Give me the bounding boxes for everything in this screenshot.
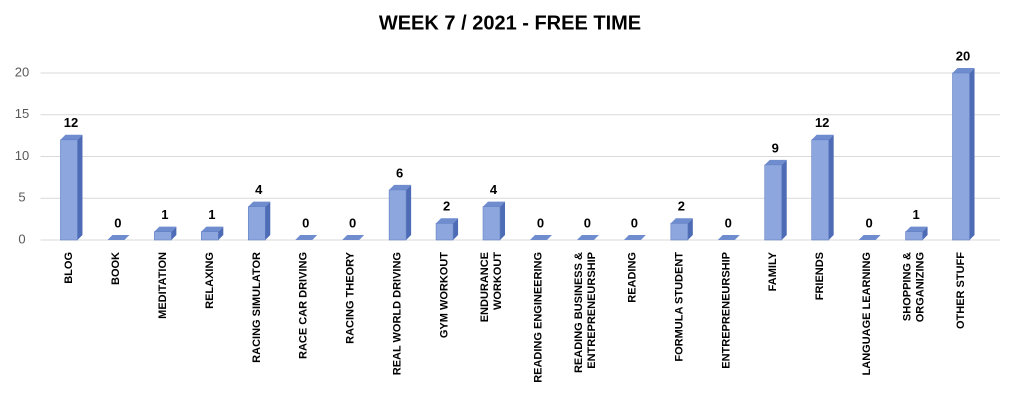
y-tick-label: 15 — [15, 106, 29, 121]
bar-top — [717, 235, 740, 240]
x-tick-label: RACING THEORY — [345, 251, 357, 344]
value-label: 9 — [772, 140, 779, 155]
bar-side — [171, 226, 177, 240]
y-tick-label: 20 — [15, 64, 29, 79]
bar-side — [500, 201, 506, 240]
x-tick-label: ENDURANCEWORKOUT — [479, 252, 504, 323]
x-tick-label: OTHER STUFF — [955, 252, 967, 329]
x-tick-label: GYM WORKOUT — [438, 252, 450, 338]
x-tick-label: READING BUSINESS &ENTREPRENEURSHIP — [573, 252, 598, 373]
bar-top — [436, 218, 459, 224]
bar-side — [77, 134, 83, 240]
value-label: 2 — [678, 199, 685, 214]
bar-side — [406, 184, 412, 240]
x-tick-label: READING ENGINEERING — [532, 252, 544, 383]
chart-title: WEEK 7 / 2021 - FREE TIME — [379, 12, 641, 34]
value-label: 0 — [866, 215, 873, 230]
bar — [60, 139, 78, 241]
bar-top — [248, 201, 271, 207]
bar-side — [922, 226, 928, 240]
bar-top — [623, 235, 646, 240]
bar-top — [764, 159, 787, 165]
bar-top — [529, 235, 552, 240]
x-tick-label: READING — [626, 252, 638, 303]
bar-top — [60, 134, 83, 140]
bar — [670, 223, 689, 241]
value-label: 0 — [349, 215, 356, 230]
bar-top — [295, 235, 318, 240]
y-tick-label: 0 — [18, 231, 25, 246]
bar-top — [811, 134, 834, 140]
value-label: 20 — [956, 48, 970, 63]
bar-top — [201, 226, 224, 232]
x-tick-label: FAMILY — [767, 251, 779, 291]
bar-top — [858, 235, 881, 240]
x-tick-label: RELAXING — [204, 252, 216, 309]
bar-top — [342, 235, 365, 240]
bar-side — [781, 159, 787, 240]
bar-top — [576, 235, 599, 240]
value-label: 0 — [631, 215, 638, 230]
bar — [811, 139, 829, 241]
bar — [905, 231, 923, 241]
value-label: 1 — [208, 207, 215, 222]
y-tick-label: 5 — [18, 190, 25, 205]
bar — [247, 206, 266, 241]
x-tick-label: BLOG — [63, 252, 75, 284]
value-label: 1 — [912, 207, 919, 222]
value-label: 6 — [396, 165, 403, 180]
bar-top — [952, 68, 975, 73]
value-label: 0 — [302, 215, 309, 230]
x-tick-label: BOOK — [110, 252, 122, 285]
x-tick-label: FRIENDS — [814, 252, 826, 300]
bar — [388, 189, 407, 241]
bar-top — [670, 218, 693, 224]
bar-side — [828, 134, 834, 240]
x-tick-label: RACE CAR DRIVING — [298, 252, 310, 359]
bar — [154, 231, 172, 241]
bar-top — [483, 201, 506, 207]
x-tick-label: ENTREPRENEURSHIP — [720, 252, 732, 369]
bar-side — [265, 201, 271, 240]
bar-side — [687, 218, 693, 240]
value-label: 4 — [255, 182, 263, 197]
bar-top — [389, 184, 412, 190]
bar — [201, 231, 219, 241]
bar-side — [218, 226, 224, 240]
value-label: 0 — [537, 215, 544, 230]
x-tick-label: REAL WORLD DRIVING — [392, 252, 404, 375]
bar — [952, 72, 970, 241]
value-label: 12 — [64, 115, 78, 130]
value-label: 1 — [161, 207, 168, 222]
value-label: 0 — [114, 215, 121, 230]
value-label: 0 — [725, 215, 732, 230]
x-tick-label: SHOPPING &ORGANIZING — [901, 252, 926, 322]
y-tick-label: 10 — [15, 148, 29, 163]
value-label: 0 — [584, 215, 591, 230]
value-label: 2 — [443, 199, 450, 214]
value-label: 4 — [490, 182, 498, 197]
x-tick-label: RACING SIMULATOR — [251, 252, 263, 363]
bar — [764, 164, 783, 241]
bar-side — [969, 68, 975, 240]
x-tick-label: MEDITATION — [157, 252, 169, 319]
x-tick-label: LANGUAGE LEARNING — [861, 252, 873, 375]
bar-side — [453, 218, 459, 240]
bar-top — [107, 235, 130, 240]
x-tick-label: FORMULA STUDENT — [673, 252, 685, 362]
bar — [435, 223, 454, 241]
bar-top — [905, 226, 928, 232]
bar — [482, 206, 501, 241]
bar-top — [154, 226, 177, 232]
value-label: 12 — [815, 115, 829, 130]
